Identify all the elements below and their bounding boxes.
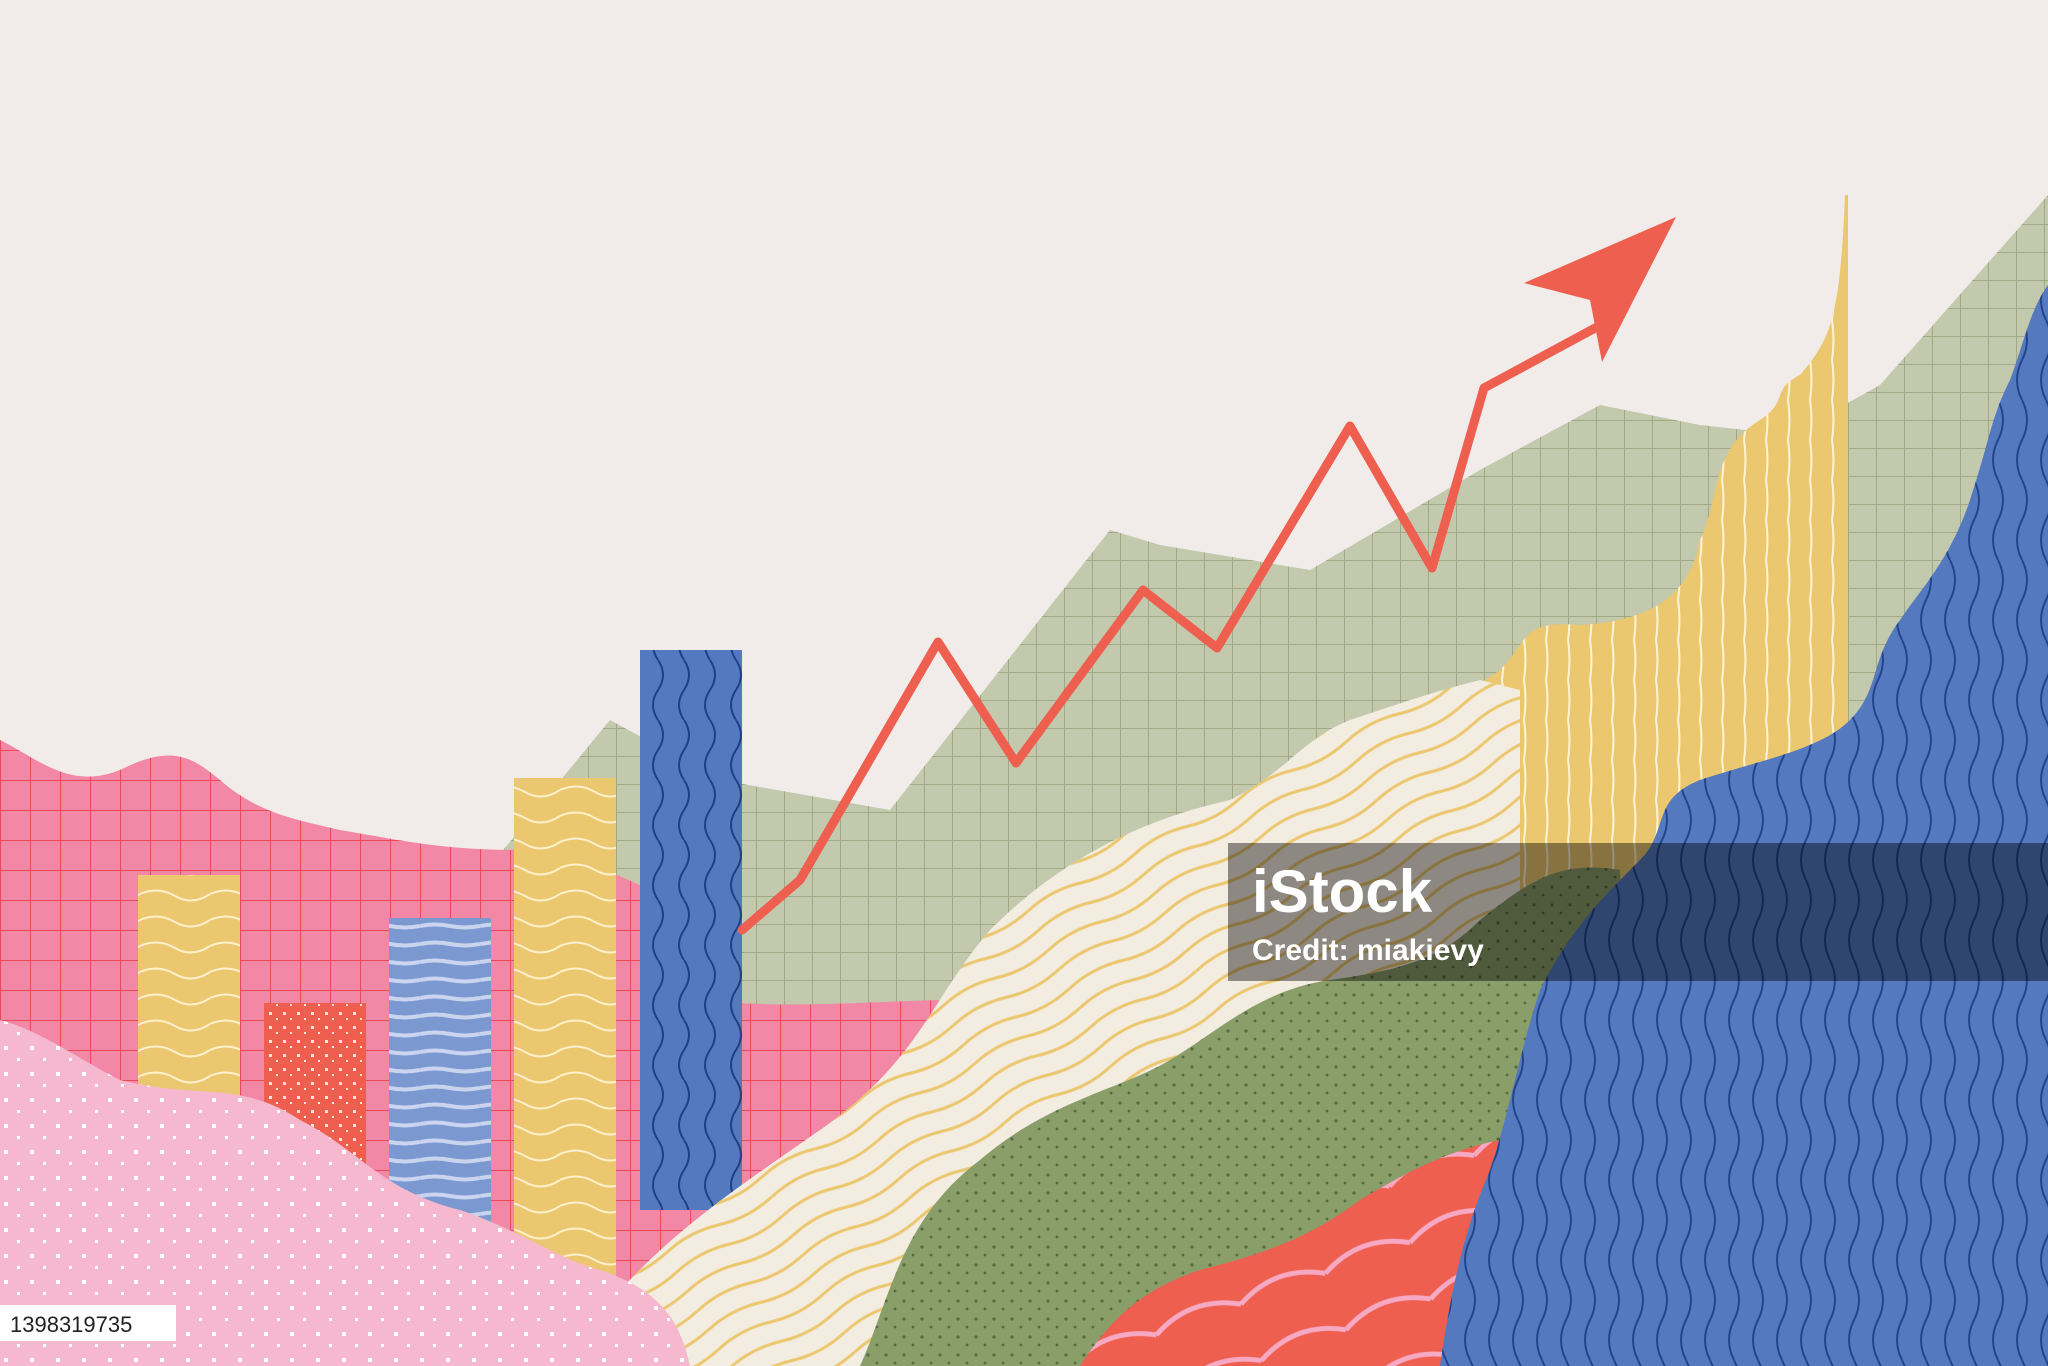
- watermark: iStock Credit: miakievy: [1228, 843, 2048, 981]
- bar-yellow-wood: [514, 778, 616, 1278]
- watermark-credit: Credit: miakievy: [1252, 934, 1484, 967]
- up-arrow-icon: [737, 217, 1676, 935]
- image-id-text: 1398319735: [10, 1312, 132, 1337]
- red-lined-hill: [1080, 1140, 1520, 1366]
- watermark-logo: iStock: [1252, 858, 1433, 925]
- image-id-label: 1398319735: [0, 1305, 176, 1341]
- pink-dotted-hill: [0, 1020, 690, 1366]
- bar-blue-wavy: [640, 650, 742, 1210]
- blue-wavy-mass: [1440, 285, 2048, 1366]
